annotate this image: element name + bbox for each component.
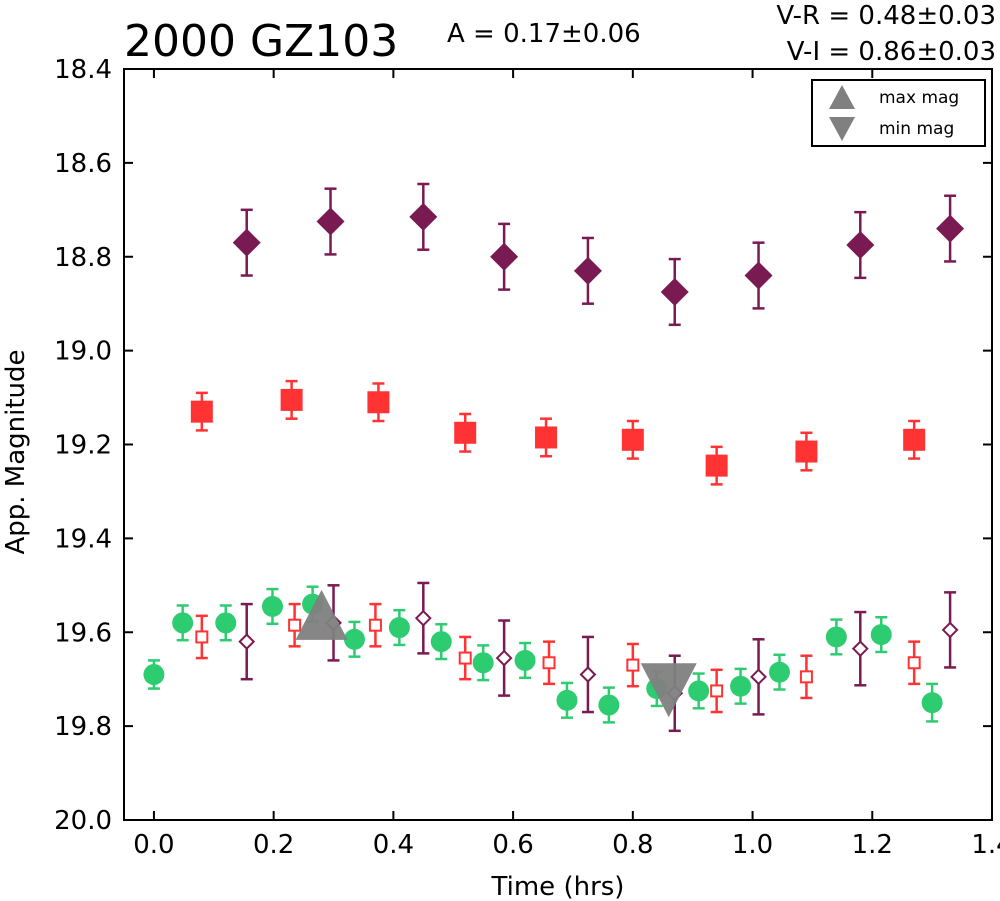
data-point	[799, 670, 813, 684]
data-point	[921, 692, 943, 714]
data-point	[851, 640, 869, 658]
data-point	[907, 656, 921, 670]
data-point	[598, 694, 620, 716]
data-point	[573, 256, 602, 285]
data-point	[626, 658, 640, 672]
data-point	[388, 617, 410, 639]
data-point	[688, 680, 710, 702]
data-point	[846, 231, 875, 260]
data-point	[710, 684, 724, 698]
min-mag-marker	[640, 663, 697, 718]
data-point	[579, 666, 597, 683]
color-index-vi: V-I = 0.86±0.03	[787, 37, 996, 67]
x-tick-label: 1.2	[852, 830, 893, 860]
legend-min-mag-marker	[829, 117, 855, 141]
y-axis-label: App. Magnitude	[1, 349, 31, 554]
x-tick-label: 0.6	[492, 830, 533, 860]
y-tick-label: 19.2	[54, 431, 112, 461]
data-point	[744, 261, 773, 290]
data-point	[936, 214, 965, 243]
amplitude-label: A = 0.17±0.06	[447, 19, 641, 49]
y-tick-label: 19.8	[54, 712, 112, 742]
y-tick-label: 18.4	[54, 55, 112, 85]
data-point	[514, 649, 536, 671]
legend-entry-max-mag: max mag	[879, 88, 959, 108]
y-tick-label: 19.4	[54, 524, 112, 554]
data-point	[495, 649, 513, 667]
data-point	[795, 440, 818, 463]
data-point	[941, 621, 959, 639]
data-point	[825, 626, 847, 648]
legend-max-mag-marker	[829, 85, 855, 109]
data-point	[414, 609, 432, 627]
data-point	[768, 661, 790, 683]
x-tick-label: 0.2	[253, 830, 294, 860]
data-point	[454, 421, 477, 444]
y-tick-label: 18.8	[54, 243, 112, 273]
x-tick-label: 0.0	[133, 830, 174, 860]
data-point	[215, 612, 237, 634]
y-tick-label: 19.6	[54, 618, 112, 648]
data-point	[190, 400, 213, 423]
data-point	[556, 689, 578, 711]
data-point	[195, 630, 209, 644]
data-point	[409, 202, 438, 231]
data-point	[542, 656, 556, 670]
x-tick-label: 1.4	[971, 830, 1000, 860]
data-point	[458, 651, 472, 665]
max-mag-marker	[295, 589, 348, 640]
data-point	[172, 612, 194, 634]
data-point	[232, 228, 261, 257]
x-tick-label: 0.4	[373, 830, 414, 860]
data-point	[730, 675, 752, 697]
y-tick-label: 18.6	[54, 149, 112, 179]
x-tick-label: 1.0	[732, 830, 773, 860]
data-point	[430, 631, 452, 653]
data-point	[750, 668, 767, 686]
data-point	[261, 595, 283, 617]
plot-frame	[123, 68, 993, 821]
data-point	[705, 454, 728, 477]
y-tick-label: 20.0	[54, 806, 112, 836]
data-point	[870, 624, 892, 646]
data-point	[143, 663, 165, 685]
axis-ticks: 0.0 0.2 0.4 0.6 0.8 1.0 1.2 1.4 18.4 18.6 18.8 19.0…	[54, 55, 1000, 860]
data-point	[316, 207, 345, 236]
data-point	[343, 628, 365, 650]
data-point	[903, 428, 926, 451]
data-point	[280, 388, 303, 411]
y-tick-label: 19.0	[54, 337, 112, 367]
x-axis-label: Time (hrs)	[491, 872, 625, 901]
data-point	[368, 618, 382, 632]
data-point	[490, 242, 519, 271]
data-point	[535, 426, 558, 449]
data-point	[472, 652, 494, 674]
data-point	[288, 618, 302, 632]
chart-title: 2000 GZ103	[124, 16, 398, 67]
data-point	[367, 391, 390, 414]
color-index-vr: V-R = 0.48±0.03	[776, 1, 996, 31]
data-point	[238, 633, 256, 651]
x-tick-label: 0.8	[612, 830, 653, 860]
data-point	[660, 277, 689, 306]
data-point	[621, 428, 644, 451]
legend: max mag min mag	[811, 79, 986, 147]
data-marks	[143, 182, 965, 733]
legend-entry-min-mag: min mag	[879, 119, 954, 139]
